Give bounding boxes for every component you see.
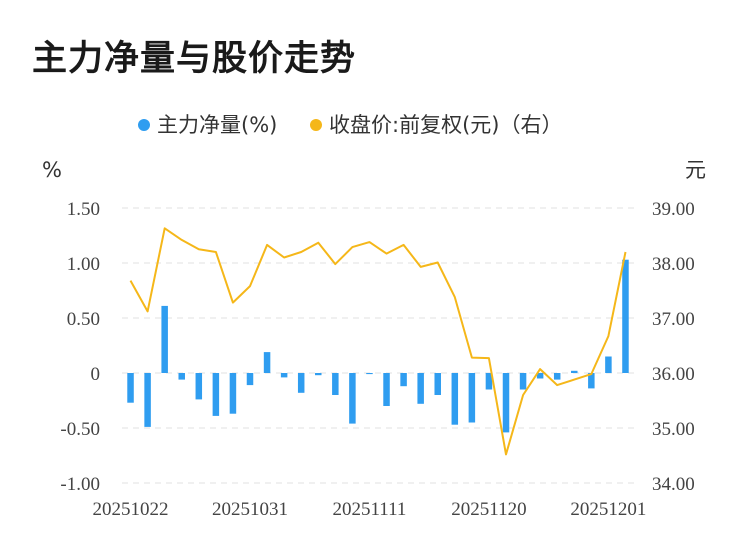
left-tick-label: 0 [91,364,101,385]
net-volume-bar [485,373,493,390]
close-price-line [129,227,627,456]
x-tick-label: 20251120 [451,499,526,520]
left-tick-label: 0.50 [67,309,100,330]
net-volume-bar [161,305,168,373]
net-volume-bar [127,373,134,403]
net-volume-bar [349,373,356,424]
net-volume-bar [195,373,203,400]
x-tick-label: 20251022 [93,499,169,520]
left-axis-unit: % [42,158,62,182]
net-volume-bar [536,373,544,379]
net-volume-bar [451,373,459,425]
left-tick-label: -1.00 [60,474,100,495]
net-volume-bar [502,373,510,433]
right-axis-unit: 元 [685,158,706,182]
right-tick-label: 38.00 [652,254,695,275]
right-tick-label: 34.00 [652,474,695,495]
right-tick-label: 39.00 [652,199,695,220]
right-tick-label: 36.00 [652,364,695,385]
net-volume-bar [212,373,220,416]
gridlines [122,207,634,484]
legend: 主力净量(%) 收盘价:前复权(元)（右） [138,113,562,137]
net-volume-bar [553,373,561,380]
net-volume-bar [400,373,407,387]
net-volume-bar [332,373,339,395]
net-volume-bar [468,373,476,423]
net-volume-bars [127,259,629,433]
net-volume-bar [229,373,237,414]
net-volume-bar [434,373,441,395]
net-volume-bar [383,373,390,406]
net-volume-bar [588,373,595,389]
legend-marker-net-volume [138,119,150,131]
legend-label-net-volume: 主力净量(%) [157,113,277,137]
x-tick-label: 20251111 [333,499,407,520]
net-volume-bar [366,373,373,375]
net-volume-bar [622,259,629,373]
right-axis-ticks: 39.00 38.00 37.00 36.00 35.00 34.00 [652,199,695,495]
close-price-line-group [129,227,627,456]
left-tick-label: 1.50 [67,199,100,220]
net-volume-bar [315,373,322,376]
net-volume-bar [246,373,254,386]
net-volume-bar [519,373,527,390]
x-tick-label: 20251201 [570,499,646,520]
x-axis-ticks: 20251022 20251031 20251111 20251120 20251201 [93,499,647,520]
net-volume-bar [605,356,612,373]
right-tick-label: 35.00 [652,419,695,440]
x-tick-label: 20251031 [212,499,288,520]
page-title: 主力净量与股价走势 [32,39,357,79]
net-volume-bar [263,352,271,373]
left-tick-label: -0.50 [60,419,100,440]
net-volume-bar [144,373,151,427]
left-axis-ticks: 1.50 1.00 0.50 0 -0.50 -1.00 [60,199,100,495]
net-volume-bar [297,373,305,393]
legend-marker-close-price [310,119,322,131]
left-tick-label: 1.00 [67,254,100,275]
net-volume-bar [571,370,578,373]
net-volume-bar [178,373,185,380]
right-tick-label: 37.00 [652,309,695,330]
legend-label-close-price: 收盘价:前复权(元)（右） [329,113,562,137]
net-volume-bar [280,373,288,378]
net-volume-bar [417,373,424,404]
